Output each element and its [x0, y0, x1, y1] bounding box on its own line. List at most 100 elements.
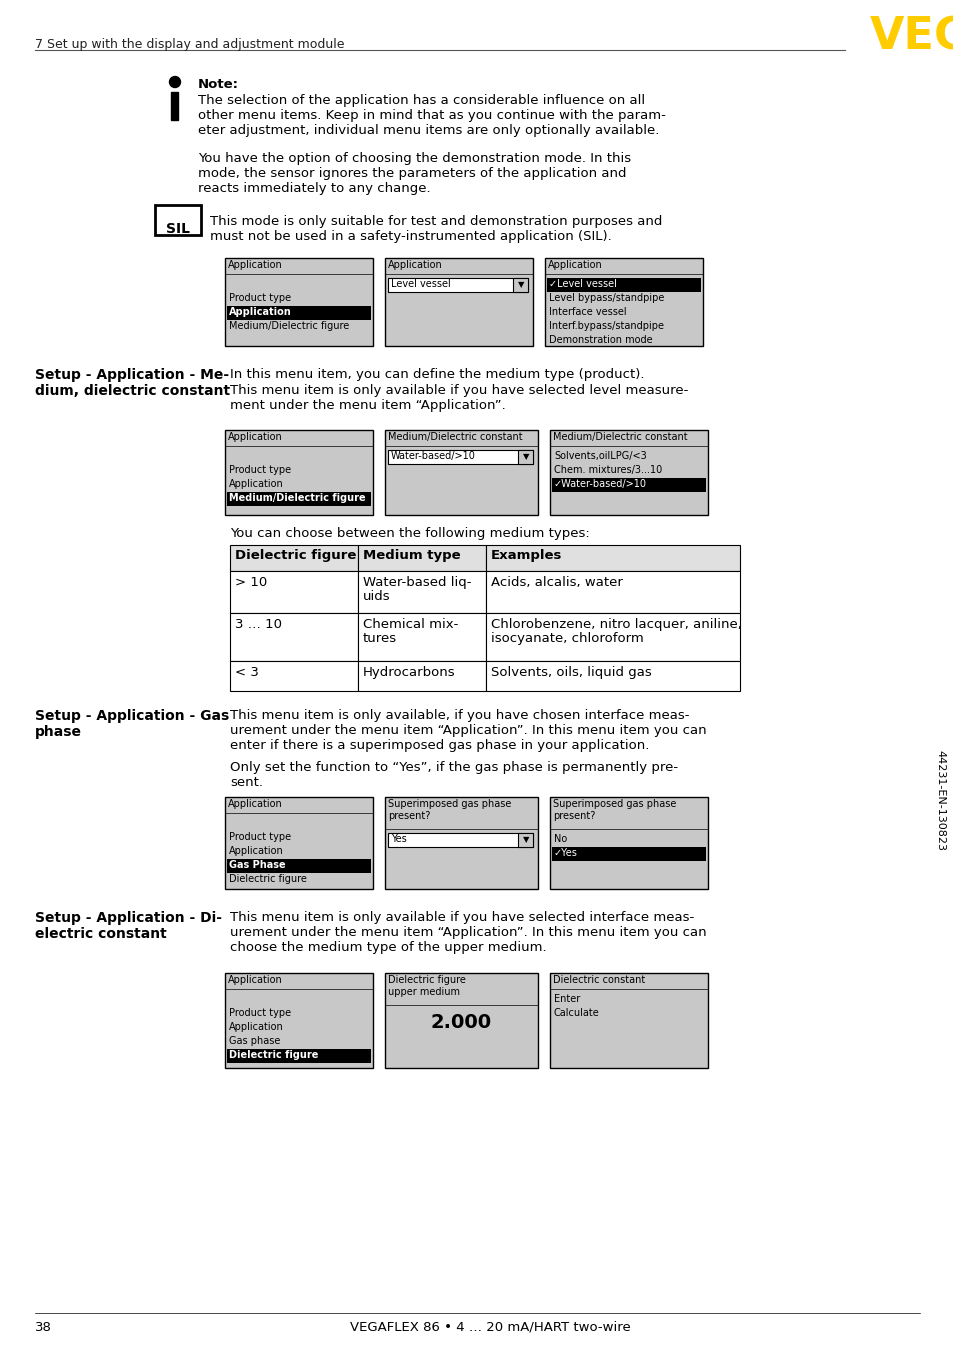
Text: Hydrocarbons: Hydrocarbons — [363, 666, 456, 678]
Text: This menu item is only available, if you have chosen interface meas-
urement und: This menu item is only available, if you… — [230, 709, 706, 751]
Bar — [550, 431, 707, 515]
Text: VEGAFLEX 86 • 4 … 20 mA/HART two-wire: VEGAFLEX 86 • 4 … 20 mA/HART two-wire — [349, 1322, 630, 1334]
Text: Solvents,oilLPG/<3: Solvents,oilLPG/<3 — [554, 451, 646, 460]
Bar — [546, 278, 700, 292]
Text: Medium type: Medium type — [363, 548, 460, 562]
Bar — [357, 571, 485, 613]
Text: Interface vessel: Interface vessel — [548, 307, 626, 317]
Text: Only set the function to “Yes”, if the gas phase is permanently pre-
sent.: Only set the function to “Yes”, if the g… — [230, 761, 678, 789]
Text: Superimposed gas phase
present?: Superimposed gas phase present? — [553, 799, 676, 821]
Text: Product type: Product type — [229, 464, 291, 475]
Text: Application: Application — [229, 307, 292, 317]
Text: electric constant: electric constant — [35, 927, 167, 941]
Text: 38: 38 — [35, 1322, 51, 1334]
Text: Application: Application — [229, 846, 283, 856]
Bar — [357, 661, 485, 691]
Text: Yes: Yes — [391, 834, 406, 844]
Bar — [485, 661, 740, 691]
Bar — [230, 661, 357, 691]
Bar — [552, 848, 705, 861]
Text: Medium/Dielectric figure: Medium/Dielectric figure — [229, 493, 365, 502]
Text: Product type: Product type — [229, 831, 291, 842]
Text: Setup - Application - Me-: Setup - Application - Me- — [35, 368, 229, 382]
Bar — [485, 546, 740, 571]
Bar — [230, 613, 357, 661]
Text: Application: Application — [228, 260, 282, 269]
Bar — [385, 431, 537, 515]
Text: Enter: Enter — [554, 994, 579, 1005]
Text: Level vessel: Level vessel — [391, 279, 450, 288]
Bar — [388, 450, 533, 464]
Bar — [357, 613, 485, 661]
Bar — [225, 431, 373, 515]
Text: Calculate: Calculate — [554, 1007, 599, 1018]
Text: This menu item is only available if you have selected interface meas-
urement un: This menu item is only available if you … — [230, 911, 706, 955]
Text: Setup - Application - Gas: Setup - Application - Gas — [35, 709, 229, 723]
Text: > 10: > 10 — [234, 575, 267, 589]
Bar — [227, 858, 371, 873]
Text: ▼: ▼ — [522, 835, 529, 845]
Bar — [154, 204, 201, 236]
Bar — [552, 478, 705, 492]
Text: You have the option of choosing the demonstration mode. In this
mode, the sensor: You have the option of choosing the demo… — [198, 152, 631, 195]
Text: Application: Application — [388, 260, 442, 269]
Text: Application: Application — [229, 1022, 283, 1032]
Text: Gas Phase: Gas Phase — [229, 860, 285, 871]
Bar — [388, 278, 527, 292]
Bar — [485, 613, 740, 661]
Bar — [225, 974, 373, 1068]
Text: Dielectric figure
upper medium: Dielectric figure upper medium — [388, 975, 465, 997]
Bar — [517, 833, 533, 848]
Text: Chemical mix-: Chemical mix- — [363, 617, 457, 631]
Text: You can choose between the following medium types:: You can choose between the following med… — [230, 527, 589, 540]
Text: ✓Yes: ✓Yes — [554, 848, 578, 858]
Text: uids: uids — [363, 590, 390, 603]
Text: Application: Application — [547, 260, 602, 269]
Text: The selection of the application has a considerable influence on all
other menu : The selection of the application has a c… — [198, 93, 665, 137]
Text: ✓Level vessel: ✓Level vessel — [548, 279, 617, 288]
Text: This menu item is only available if you have selected level measure-
ment under : This menu item is only available if you … — [230, 385, 688, 412]
Text: Medium/Dielectric figure: Medium/Dielectric figure — [229, 321, 349, 330]
Text: No: No — [554, 834, 567, 844]
Text: 2.000: 2.000 — [430, 1014, 491, 1033]
Bar — [517, 450, 533, 464]
Text: Dielectric figure: Dielectric figure — [229, 873, 307, 884]
Bar — [225, 259, 373, 347]
Text: Application: Application — [228, 799, 282, 808]
Bar — [225, 798, 373, 890]
Text: Level bypass/standpipe: Level bypass/standpipe — [548, 292, 663, 303]
Bar — [172, 92, 178, 121]
Text: Dielectric figure: Dielectric figure — [229, 1049, 318, 1060]
Text: Product type: Product type — [229, 292, 291, 303]
Text: Setup - Application - Di-: Setup - Application - Di- — [35, 911, 222, 925]
Bar — [550, 798, 707, 890]
Text: In this menu item, you can define the medium type (product).: In this menu item, you can define the me… — [230, 368, 644, 380]
Bar — [227, 492, 371, 506]
Bar — [230, 546, 357, 571]
Text: Application: Application — [228, 975, 282, 984]
Text: Water-based liq-: Water-based liq- — [363, 575, 471, 589]
Text: Water-based/>10: Water-based/>10 — [391, 451, 476, 460]
Text: isocyanate, chloroform: isocyanate, chloroform — [491, 632, 643, 645]
Text: Dielectric constant: Dielectric constant — [553, 975, 644, 984]
Text: dium, dielectric constant: dium, dielectric constant — [35, 385, 230, 398]
Bar — [485, 571, 740, 613]
Text: Note:: Note: — [198, 79, 239, 91]
Circle shape — [170, 76, 180, 88]
Bar — [227, 306, 371, 320]
Text: Chlorobenzene, nitro lacquer, aniline,: Chlorobenzene, nitro lacquer, aniline, — [491, 617, 741, 631]
Text: This mode is only suitable for test and demonstration purposes and
must not be u: This mode is only suitable for test and … — [210, 215, 661, 242]
Text: Dielectric figure: Dielectric figure — [234, 548, 356, 562]
Text: VEGA: VEGA — [869, 15, 953, 58]
Text: 7 Set up with the display and adjustment module: 7 Set up with the display and adjustment… — [35, 38, 344, 51]
Text: Superimposed gas phase
present?: Superimposed gas phase present? — [388, 799, 511, 821]
Bar — [385, 798, 537, 890]
Text: ▼: ▼ — [517, 280, 524, 290]
Bar — [230, 571, 357, 613]
Text: Application: Application — [228, 432, 282, 441]
Text: Medium/Dielectric constant: Medium/Dielectric constant — [553, 432, 687, 441]
Text: Chem. mixtures/3...10: Chem. mixtures/3...10 — [554, 464, 661, 475]
Bar — [544, 259, 702, 347]
Bar — [357, 546, 485, 571]
Text: Application: Application — [229, 479, 283, 489]
